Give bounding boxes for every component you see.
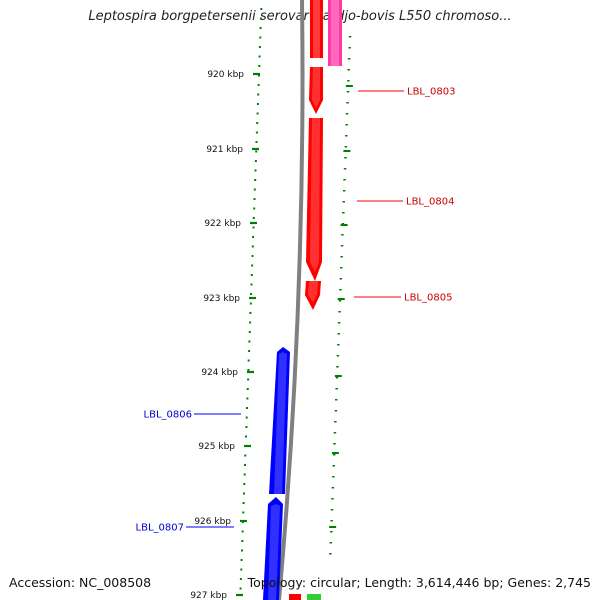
- gene-layer: [263, 0, 342, 600]
- backbone-layer: [277, 0, 305, 600]
- gene-label: LBL_0807: [136, 523, 184, 534]
- accession-text: Accession: NC_008508: [9, 575, 152, 590]
- label-layer: 920 kbp 921 kbp 922 kbp 923 kbp 924 kbp 925 k…: [136, 70, 456, 600]
- gene-LBL_0807: [263, 497, 283, 600]
- topology-text: Topology: circular; Length: 3,614,446 bp…: [247, 575, 591, 590]
- gene-LBL_0804: [306, 118, 323, 281]
- ruler-label: 927 kbp: [190, 591, 227, 600]
- ruler-label: 926 kbp: [194, 517, 231, 527]
- gene-snippet-bottom-red: [289, 594, 301, 600]
- ruler-dots: [239, 8, 352, 590]
- gene-LBL_0803: [309, 67, 323, 114]
- gene-label: LBL_0803: [407, 87, 455, 98]
- ruler-label: 922 kbp: [204, 219, 241, 229]
- ruler-label: 924 kbp: [201, 368, 238, 378]
- ruler-label: 921 kbp: [206, 145, 243, 155]
- gene-snippet-bottom-green: [307, 594, 321, 600]
- ruler-label: 920 kbp: [207, 70, 244, 80]
- gene-label: LBL_0806: [144, 410, 192, 421]
- ruler-label: 925 kbp: [198, 442, 235, 452]
- gene-LBL_0805: [305, 281, 321, 310]
- gene-label: LBL_0805: [404, 293, 452, 304]
- gene-LBL_0806: [269, 347, 290, 494]
- map-title: Leptospira borgpetersenii serovar Hardjo…: [88, 9, 512, 24]
- gene-label: LBL_0804: [406, 197, 454, 208]
- ruler-label: 923 kbp: [203, 294, 240, 304]
